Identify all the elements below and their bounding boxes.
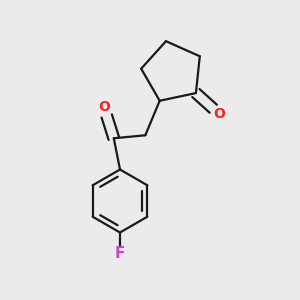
Text: F: F xyxy=(115,246,125,261)
Text: O: O xyxy=(214,107,226,122)
Text: O: O xyxy=(98,100,110,114)
